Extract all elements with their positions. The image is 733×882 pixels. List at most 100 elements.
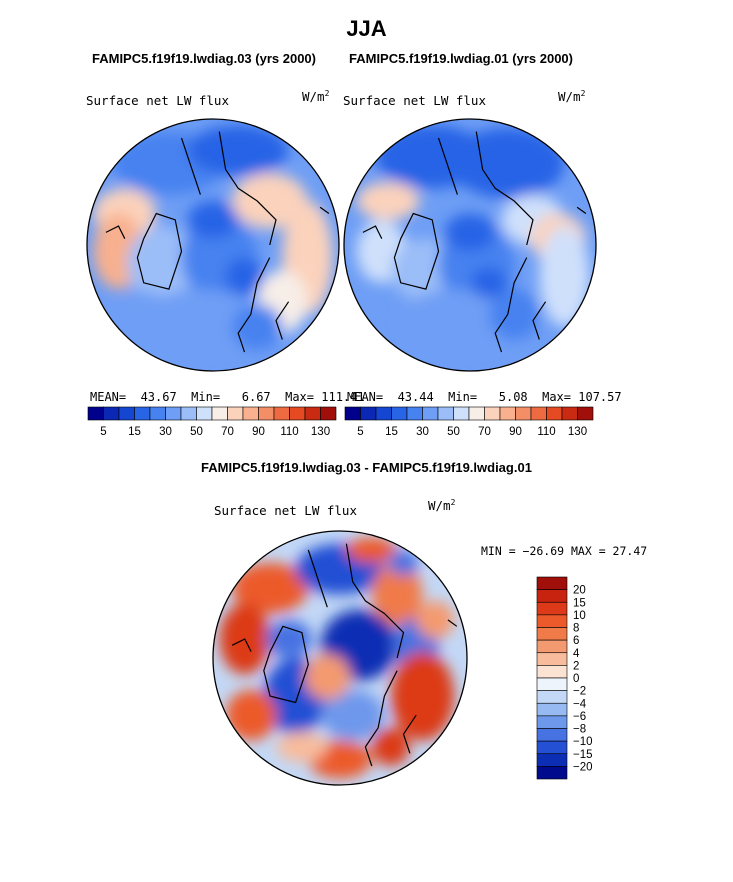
- map-p1-field: [87, 119, 339, 371]
- coastline: [475, 131, 534, 246]
- diff-colorbar-label: 2: [573, 660, 579, 672]
- coastline: [218, 131, 277, 246]
- coastline: [402, 714, 417, 754]
- map-p1-region: [231, 173, 308, 229]
- map-p3-border: [212, 530, 468, 786]
- panel1-colorbar-swatch: [149, 406, 166, 421]
- coastline: [237, 257, 271, 353]
- diff-colorbar-swatch: [536, 601, 568, 616]
- panel2-colorbar: 5 15 30 50 70 90 110 130: [344, 406, 594, 438]
- coastline: [307, 549, 328, 608]
- panel1-colorbar-swatch: [103, 406, 120, 421]
- map-p2-region: [444, 213, 496, 252]
- panel1-colorbar-swatch: [134, 406, 151, 421]
- coastline: [393, 212, 440, 290]
- panel1-colorbar-swatch: [304, 406, 321, 421]
- coastline: [180, 137, 201, 195]
- panel2-colorbar-label: 70: [478, 426, 491, 438]
- map-p2-field: [344, 119, 596, 371]
- map-p3-region: [371, 727, 410, 766]
- panel1-colorbar-swatch: [320, 406, 337, 421]
- coastline: [275, 301, 290, 340]
- panel2-colorbar-swatch: [453, 406, 470, 421]
- diff-colorbar-label: −6: [573, 711, 586, 723]
- map-p3-region: [346, 537, 398, 563]
- map-p2-region: [470, 267, 508, 298]
- panel2-colorbar-swatch: [546, 406, 563, 421]
- map-p2-region: [451, 127, 565, 199]
- diff-colorbar-swatch: [536, 614, 568, 628]
- panel1-colorbar-label: 130: [311, 426, 330, 438]
- map-p1-region: [118, 291, 169, 337]
- map-p3-region: [225, 689, 277, 741]
- diff-colorbar-label: −2: [573, 686, 586, 698]
- coastline: [105, 225, 126, 239]
- diff-colorbar-swatch: [536, 652, 568, 666]
- map-p3-region: [304, 654, 351, 700]
- panel2-colorbar-swatch: [484, 406, 501, 421]
- map-p2-border: [343, 118, 597, 372]
- panel2-colorbar-swatch: [422, 406, 439, 421]
- diff-colorbar-label: 0: [573, 673, 579, 685]
- panel1-colorbar-swatch: [180, 406, 197, 421]
- coastline: [345, 543, 405, 659]
- panel2-colorbar-label: 30: [416, 426, 429, 438]
- panel2-colorbar-label: 130: [568, 426, 587, 438]
- diff-colorbar-swatch: [536, 715, 568, 729]
- diff-colorbar-label: 20: [573, 585, 586, 597]
- panel1-colorbar-label: 90: [252, 426, 265, 438]
- panel1-colorbar-swatch: [273, 406, 290, 421]
- diff-colorbar-label: −8: [573, 724, 586, 736]
- panel1-colorbar-swatch: [211, 406, 228, 421]
- panel1-colorbar: 5 15 30 50 70 90 110 130: [87, 406, 337, 438]
- panel1-colorbar-swatch: [87, 406, 104, 421]
- map-p3-region: [371, 562, 423, 627]
- panel1-colorbar-label: 110: [280, 426, 298, 438]
- panel2-run-title: FAMIPC5.f19f19.lwdiag.01 (yrs 2000): [349, 51, 573, 66]
- map-p2-region: [400, 289, 515, 353]
- map-p3-region: [388, 550, 419, 576]
- panel2-variable-label: Surface net LW flux: [343, 93, 486, 108]
- panel1-colorbar-label: 50: [190, 426, 203, 438]
- map-p3-field: [213, 531, 467, 785]
- map-p3-coastlines: [231, 543, 458, 767]
- diff-colorbar-label: −10: [573, 736, 593, 748]
- panel2-colorbar-swatch: [437, 406, 454, 421]
- panel1-variable-label: Surface net LW flux: [86, 93, 229, 108]
- map-p1-region: [225, 257, 264, 296]
- diff-colorbar-label: 6: [573, 635, 579, 647]
- panel2-colorbar-swatch: [391, 406, 408, 421]
- map-p1-region: [187, 200, 239, 239]
- diff-colorbar-label: −15: [573, 749, 593, 761]
- panel1-colorbar-swatch: [289, 406, 306, 421]
- diff-title: FAMIPC5.f19f19.lwdiag.03 - FAMIPC5.f19f1…: [201, 460, 532, 475]
- diff-colorbar-swatch: [536, 690, 568, 704]
- diff-colorbar-swatch: [536, 753, 568, 767]
- map-p2-region: [539, 226, 590, 327]
- panel1-run-title: FAMIPC5.f19f19.lwdiag.03 (yrs 2000): [92, 51, 316, 66]
- panel2-colorbar-swatch: [360, 406, 377, 421]
- diff-colorbar-label: −20: [573, 761, 593, 773]
- panel1-colorbar-swatch: [196, 406, 213, 421]
- coastline: [136, 212, 183, 290]
- map-p3-region: [416, 600, 455, 639]
- panel2-colorbar-swatch: [499, 406, 516, 421]
- panel2-colorbar-swatch: [468, 406, 485, 421]
- map-p3-region: [232, 562, 309, 614]
- map-p1-border: [86, 118, 340, 372]
- diff-colorbar-swatch: [536, 589, 568, 603]
- coastline: [532, 301, 547, 340]
- panel1-colorbar-label: 30: [159, 426, 172, 438]
- coastline: [364, 670, 398, 767]
- diff-colorbar-swatch: [536, 639, 568, 654]
- panel2-colorbar-label: 50: [447, 426, 460, 438]
- coastline: [362, 225, 383, 239]
- panel1-units: W/m2: [302, 89, 330, 105]
- panel1-colorbar-swatch: [118, 406, 135, 421]
- panel2-colorbar-swatch: [515, 406, 532, 421]
- diff-colorbar-label: 8: [573, 623, 579, 635]
- map-p2-region: [488, 289, 540, 340]
- diff-colorbar-swatch: [536, 627, 568, 641]
